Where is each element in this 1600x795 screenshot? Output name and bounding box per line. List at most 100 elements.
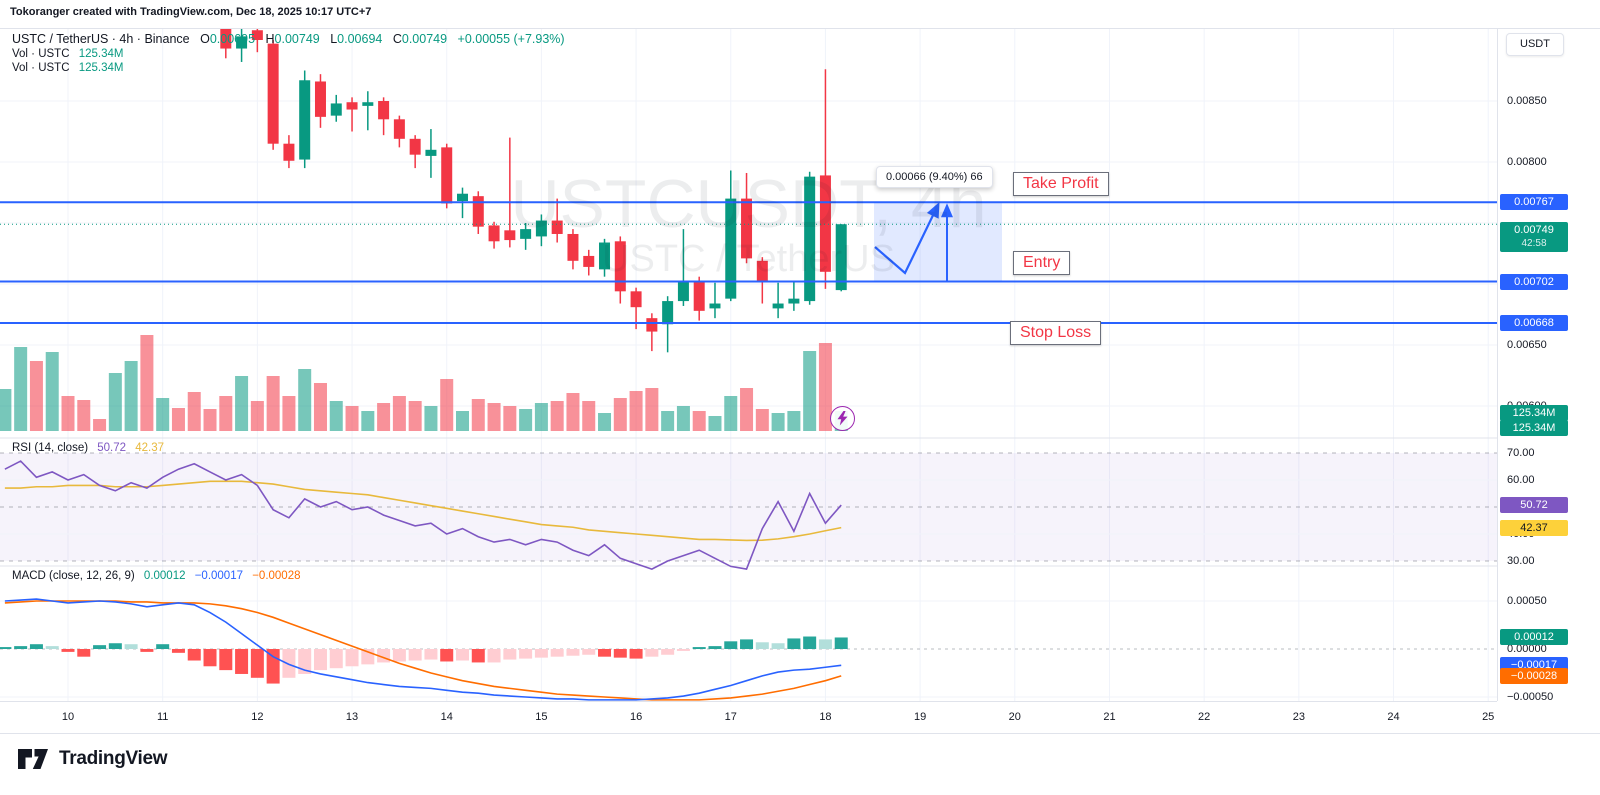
candlestick[interactable] — [614, 241, 626, 292]
macd-histogram-bar — [77, 649, 91, 657]
volume-legend-label[interactable]: Vol · USTC — [12, 48, 70, 60]
chart-canvas[interactable] — [0, 29, 1497, 701]
macd-histogram-bar — [124, 644, 138, 649]
volume-bar — [203, 409, 217, 431]
candlestick[interactable] — [267, 43, 279, 144]
candlestick[interactable] — [630, 291, 642, 308]
volume-bar — [187, 392, 201, 431]
chart-credit: Tokoranger created with TradingView.com,… — [10, 6, 372, 18]
footer-bar: TradingView — [0, 733, 1600, 795]
candlestick[interactable] — [693, 281, 705, 311]
candlestick[interactable] — [756, 260, 768, 282]
candlestick[interactable] — [725, 198, 737, 299]
time-axis[interactable]: 10 11 12 13 14 15 16 17 18 19 20 21 22 23 24 25 — [0, 701, 1497, 735]
candlestick[interactable] — [283, 143, 295, 161]
macd-histogram-bar — [598, 649, 612, 657]
candlestick[interactable] — [504, 230, 516, 241]
time-tick-label: 23 — [1292, 711, 1305, 723]
volume-bar — [534, 403, 548, 431]
candlestick[interactable] — [251, 30, 263, 40]
candlestick[interactable] — [425, 149, 437, 156]
volume-legend-value: 125.34M — [78, 62, 124, 74]
candlestick[interactable] — [393, 119, 405, 139]
candlestick[interactable] — [599, 242, 611, 270]
ohlc-low-key: L — [330, 32, 338, 46]
volume-bar — [424, 406, 438, 431]
candlestick[interactable] — [819, 175, 831, 272]
macd-histogram-bar — [692, 647, 706, 649]
candlestick[interactable] — [709, 303, 721, 309]
macd-histogram-bar — [203, 649, 217, 667]
candlestick[interactable] — [804, 176, 816, 302]
candlestick[interactable] — [662, 301, 674, 325]
candlestick[interactable] — [772, 303, 784, 309]
candlestick[interactable] — [741, 198, 753, 259]
macd-histogram-bar — [645, 649, 659, 657]
entry-label[interactable]: Entry — [1013, 250, 1071, 275]
candlestick[interactable] — [441, 147, 453, 204]
macd-legend-title[interactable]: MACD (close, 12, 26, 9) — [12, 570, 135, 582]
symbol-title[interactable]: USTC / TetherUS · 4h · Binance — [12, 32, 190, 46]
candlestick[interactable] — [314, 81, 326, 117]
projection-arrow[interactable] — [874, 202, 940, 275]
ohlc-open-value: 0.00695 — [209, 32, 256, 46]
volume-bar — [456, 411, 469, 431]
take-profit-label[interactable]: Take Profit — [1013, 172, 1109, 197]
candlestick[interactable] — [788, 298, 800, 304]
volume-bar — [740, 388, 754, 431]
projection-zone[interactable] — [874, 202, 1002, 282]
candlestick[interactable] — [835, 224, 847, 291]
volume-bar — [613, 398, 627, 431]
symbol-legend: USTC / TetherUS · 4h · Binance O0.00695 … — [12, 32, 565, 75]
candlestick[interactable] — [236, 36, 248, 49]
candlestick[interactable] — [567, 233, 579, 261]
volume-bar — [598, 413, 612, 431]
candlestick[interactable] — [551, 220, 563, 234]
macd-histogram-bar — [235, 649, 249, 674]
macd-histogram-bar — [724, 641, 738, 649]
volume-bar — [345, 406, 359, 431]
macd-histogram-bar — [93, 645, 107, 649]
rsi-tick-label: 70.00 — [1507, 447, 1535, 459]
rsi-value-badge: 42.37 — [1500, 519, 1568, 536]
candlestick[interactable] — [362, 102, 374, 106]
candlestick[interactable] — [488, 225, 500, 242]
volume-bar — [377, 403, 391, 431]
candlestick[interactable] — [646, 318, 658, 332]
macd-histogram-bar — [471, 649, 485, 663]
rsi-line — [4, 460, 842, 570]
macd-histogram-bar — [282, 649, 296, 678]
candlestick[interactable] — [330, 103, 342, 116]
candlestick[interactable] — [472, 196, 484, 227]
ohlc-low-value: 0.00694 — [337, 32, 383, 46]
volume-bar — [140, 335, 154, 431]
currency-button[interactable]: USDT — [1506, 33, 1564, 56]
candlestick[interactable] — [535, 220, 547, 237]
macd-histogram-bar — [519, 649, 533, 659]
candlestick[interactable] — [299, 80, 311, 160]
macd-histogram-bar — [392, 649, 406, 662]
stop-loss-label[interactable]: Stop Loss — [1010, 321, 1102, 346]
candlestick[interactable] — [409, 138, 421, 155]
macd-histogram-bar — [219, 649, 233, 671]
volume-legend-label[interactable]: Vol · USTC — [12, 62, 70, 74]
candlestick[interactable] — [583, 255, 595, 267]
price-axis[interactable]: USDT 0.008500.008000.006500.0060070.0060… — [1497, 29, 1600, 703]
rsi-legend-title[interactable]: RSI (14, close) — [12, 442, 89, 454]
candlestick[interactable] — [677, 281, 689, 302]
volume-bar — [692, 411, 706, 431]
tradingview-logo[interactable]: TradingView — [16, 746, 168, 772]
volume-bar — [440, 379, 454, 431]
tradingview-logo-text: TradingView — [59, 748, 168, 769]
macd-tick-label: 0.00050 — [1507, 595, 1547, 607]
candlestick[interactable] — [520, 229, 532, 239]
flash-boost-icon[interactable] — [830, 406, 855, 431]
time-tick-label: 12 — [251, 711, 264, 723]
macd-histogram-bar — [61, 649, 75, 652]
candlestick[interactable] — [457, 193, 468, 202]
candlestick[interactable] — [378, 101, 390, 120]
macd-histogram-bar — [708, 646, 722, 649]
candlestick[interactable] — [220, 29, 232, 49]
candlestick[interactable] — [346, 102, 358, 110]
volume-bar — [329, 401, 343, 431]
